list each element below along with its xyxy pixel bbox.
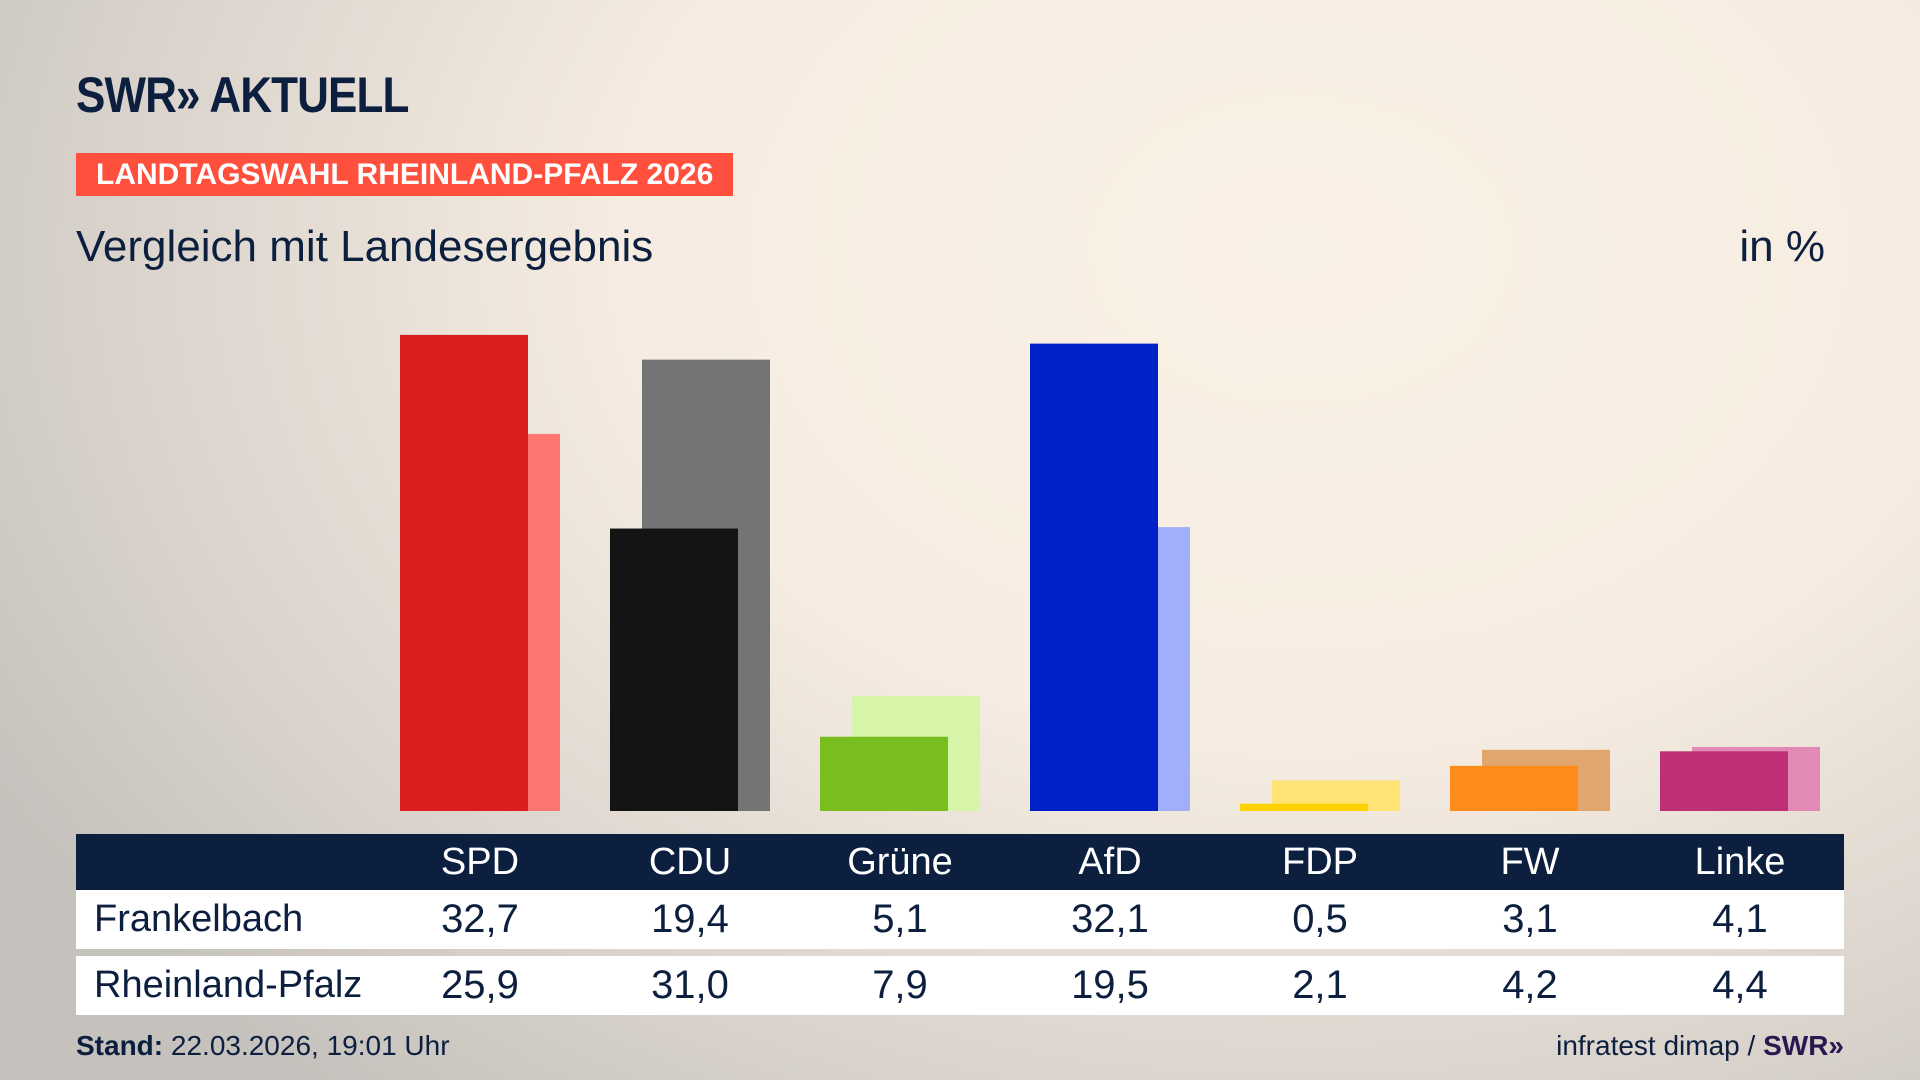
source: infratest dimap / SWR» (1556, 1030, 1844, 1062)
swr-aktuell-logo: SWR» AKTUELL (76, 67, 409, 123)
table-row: Rheinland-Pfalz 25,9 31,0 7,9 19,5 2,1 4,2 4,4 (76, 956, 1844, 1015)
column-header: Grüne (847, 841, 953, 883)
column-header: FDP (1282, 841, 1358, 883)
table-row: Frankelbach 32,7 19,4 5,1 32,1 0,5 3,1 4,1 (76, 890, 1844, 949)
election-banner: LANDTAGSWAHL RHEINLAND-PFALZ 2026 (76, 153, 734, 196)
stand-value: 22.03.2026, 19:01 Uhr (163, 1030, 450, 1061)
value-cell: 7,9 (872, 963, 928, 1007)
value-cell: 4,2 (1502, 963, 1558, 1007)
value-cell: 4,1 (1712, 897, 1768, 941)
swr-logo-small: SWR» (1763, 1030, 1844, 1061)
value-cell: 2,1 (1292, 963, 1348, 1007)
column-header: FW (1500, 841, 1560, 883)
chart-subtitle: Vergleich mit Landesergebnis (76, 222, 654, 271)
bar-linke-frankelbach (1660, 751, 1788, 811)
value-cell: 19,4 (651, 897, 729, 941)
value-cell: 3,1 (1502, 897, 1558, 941)
bar-afd-frankelbach (1030, 343, 1158, 811)
column-header: CDU (648, 841, 732, 883)
unit-label: in % (1739, 222, 1825, 271)
table-header: SPD CDU Grüne AfD FDP FW Linke (76, 834, 1844, 890)
column-header: AfD (1078, 841, 1142, 883)
value-cell: 0,5 (1292, 897, 1348, 941)
value-cell: 25,9 (441, 963, 519, 1007)
stand-label: Stand: (76, 1030, 164, 1061)
row-label: Frankelbach (94, 898, 304, 940)
bar-cdu-frankelbach (610, 528, 738, 811)
value-cell: 32,7 (441, 897, 519, 941)
value-cell: 31,0 (651, 963, 729, 1007)
bar-spd-frankelbach (400, 334, 528, 811)
bar-fdp-frankelbach (1240, 803, 1368, 811)
value-cell: 19,5 (1071, 963, 1149, 1007)
row-label: Rheinland-Pfalz (94, 964, 363, 1006)
column-header: SPD (440, 841, 520, 883)
value-cell: 32,1 (1071, 897, 1149, 941)
bar-grüne-frankelbach (820, 736, 948, 811)
results-table: SPD CDU Grüne AfD FDP FW Linke Frankelbach 32,7… (76, 834, 1844, 1015)
source-text: infratest dimap / (1556, 1030, 1764, 1061)
value-cell: 4,4 (1712, 963, 1768, 1007)
bar-fw-frankelbach (1450, 765, 1578, 811)
timestamp: Stand: 22.03.2026, 19:01 Uhr (76, 1030, 450, 1062)
column-header: Linke (1694, 841, 1786, 883)
value-cell: 5,1 (872, 897, 928, 941)
